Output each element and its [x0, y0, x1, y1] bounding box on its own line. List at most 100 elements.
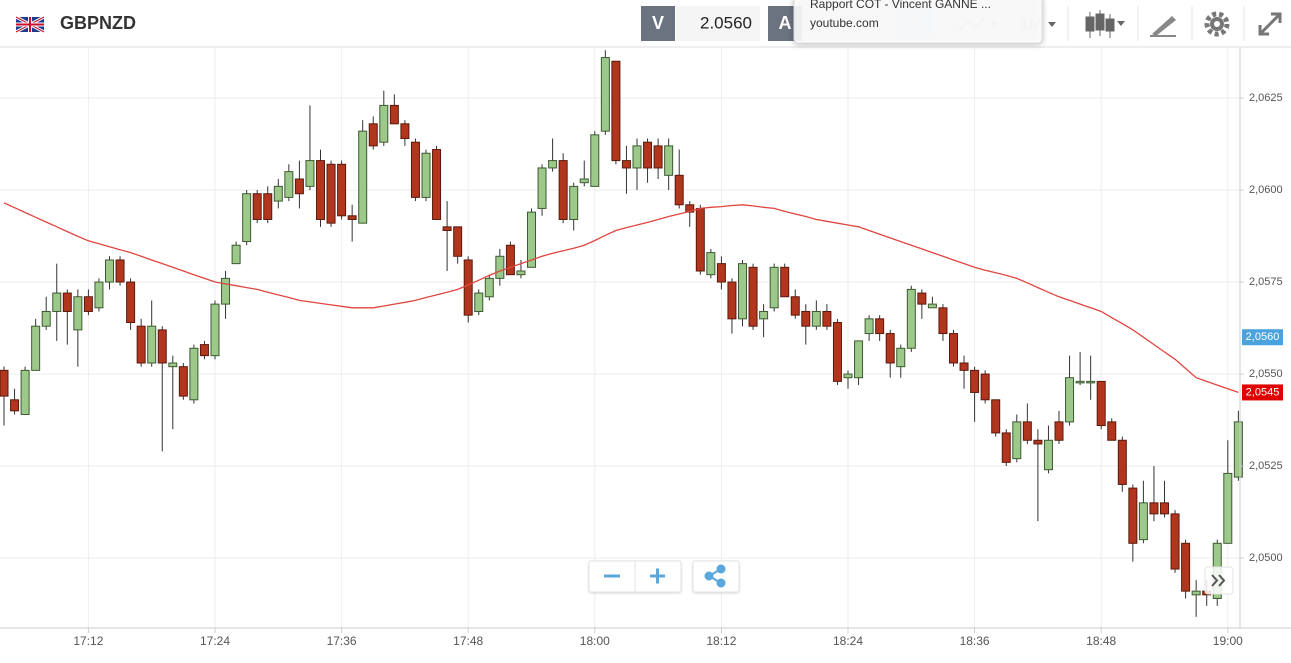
- candle-body: [168, 362, 178, 368]
- candle-body: [1138, 502, 1148, 541]
- candle-body: [62, 292, 72, 312]
- candle-body: [1012, 421, 1022, 460]
- y-tick-label: 2,0525: [1249, 460, 1283, 472]
- candle-body: [474, 292, 484, 312]
- candle-body: [759, 310, 769, 320]
- candle-body: [938, 307, 948, 335]
- candle-body: [527, 211, 536, 268]
- candle-body: [410, 141, 420, 198]
- candle-body: [1170, 513, 1180, 570]
- candle-body: [484, 277, 494, 298]
- candle-body: [1075, 380, 1085, 384]
- price-badge-label: 2,0560: [1246, 331, 1280, 343]
- candle-body: [695, 207, 705, 272]
- sell-label: V: [652, 13, 664, 33]
- candle-body: [189, 347, 199, 401]
- candle-body: [632, 145, 642, 169]
- candle-body: [980, 373, 990, 401]
- candle-body: [221, 277, 231, 305]
- ma-badge: [1242, 384, 1283, 401]
- scroll-right-button[interactable]: [1204, 566, 1234, 595]
- candle-body: [727, 281, 737, 320]
- candle-body: [389, 104, 399, 125]
- candle-body: [1223, 472, 1233, 544]
- sell-price: 2.0560: [700, 13, 752, 32]
- candle-body: [368, 123, 378, 147]
- candle-body: [991, 399, 1001, 434]
- share-button[interactable]: [704, 564, 726, 588]
- candle-body: [558, 160, 568, 220]
- candle-body: [643, 141, 653, 169]
- candle-body: [1117, 439, 1127, 485]
- candle-body: [1001, 432, 1011, 463]
- candle-body: [231, 244, 241, 265]
- candle-body: [1191, 590, 1201, 596]
- draw-icon[interactable]: [1150, 16, 1176, 37]
- candle-body: [263, 193, 273, 220]
- candle-body: [864, 318, 874, 335]
- candle-body: [10, 399, 20, 412]
- candle-body: [1022, 421, 1032, 441]
- candle-body: [442, 226, 452, 232]
- candle-body: [0, 369, 9, 397]
- chart-type-icon[interactable]: [1085, 10, 1125, 38]
- candle-body: [316, 160, 325, 220]
- flag: [15, 15, 45, 34]
- candle-body: [1086, 380, 1096, 384]
- candle-body: [590, 134, 600, 187]
- candle-body: [716, 263, 726, 283]
- notification-popup[interactable]: Rapport COT - Vincent GANNE ... youtube.…: [793, 0, 1043, 44]
- x-tick-label: 17:12: [73, 634, 103, 648]
- candle-body: [569, 185, 579, 220]
- y-tick-label: 2,0550: [1249, 368, 1283, 380]
- zoom-controls: [588, 560, 740, 593]
- candle-body: [537, 167, 547, 209]
- candle-body: [400, 123, 410, 140]
- candle-body: [917, 292, 927, 305]
- candle-body: [927, 303, 937, 309]
- sell-button[interactable]: [641, 6, 675, 41]
- candle-body: [126, 281, 136, 324]
- candle-body: [495, 255, 505, 279]
- candle-body: [843, 373, 853, 379]
- settings-icon[interactable]: [1204, 11, 1230, 37]
- candle-body: [284, 171, 294, 198]
- x-tick-label: 18:00: [580, 634, 610, 648]
- zoom-in[interactable]: [650, 568, 665, 584]
- y-tick-label: 2,0625: [1249, 92, 1283, 104]
- y-tick-label: 2,0600: [1249, 184, 1283, 196]
- candle-body: [822, 310, 832, 327]
- symbol: GBPNZD: [60, 13, 136, 33]
- popup-title: Rapport COT - Vincent GANNE ...: [810, 0, 991, 11]
- candle-body: [885, 333, 895, 364]
- candle-body: [105, 259, 114, 283]
- candle-body: [600, 57, 610, 132]
- candle-body: [52, 292, 62, 312]
- candle-body: [1033, 439, 1043, 445]
- candle-body: [505, 244, 515, 276]
- candle-body: [685, 204, 695, 213]
- x-tick-label: 17:36: [327, 634, 357, 648]
- candle-body: [115, 259, 125, 283]
- x-tick-label: 18:12: [706, 634, 736, 648]
- x-tick-label: 18:36: [960, 634, 990, 648]
- candle-body: [1181, 542, 1191, 592]
- candle-body: [516, 270, 526, 276]
- candle-body: [579, 178, 589, 184]
- candle-body: [769, 266, 779, 309]
- candle-body: [854, 340, 864, 379]
- candle-body: [748, 266, 758, 327]
- candle-body: [136, 325, 146, 364]
- candle-body: [811, 310, 821, 327]
- candle-body: [548, 160, 558, 169]
- candle-body: [875, 318, 885, 335]
- candle-body: [1054, 421, 1064, 441]
- candle-body: [199, 344, 209, 357]
- fullscreen-icon[interactable]: [1258, 12, 1282, 36]
- candle-body: [379, 104, 389, 143]
- candle-body: [347, 215, 357, 220]
- dropdown-arrow: [1048, 22, 1056, 27]
- candle-body: [337, 163, 347, 217]
- candle-body: [780, 266, 790, 298]
